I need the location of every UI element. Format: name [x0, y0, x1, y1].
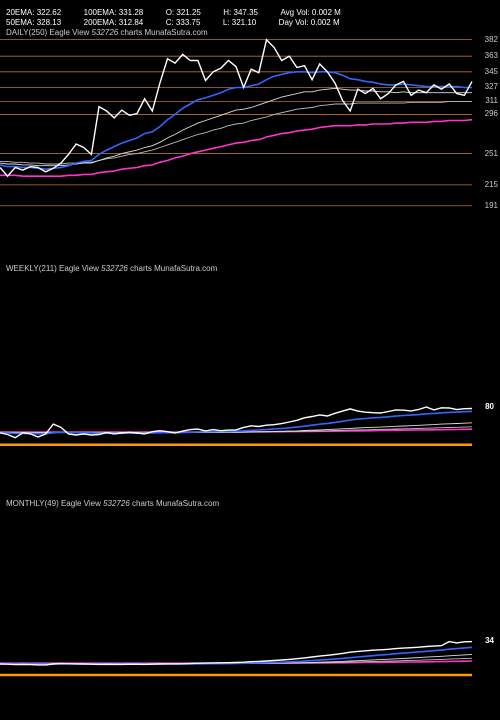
price-level-label: 191	[485, 201, 498, 210]
weekly-marker: 80	[485, 402, 494, 411]
daily-title: DAILY(250) Eagle View 532726 charts Muna…	[6, 28, 208, 37]
price-level-label: 296	[485, 109, 498, 118]
price-level-label: 382	[485, 35, 498, 44]
price-level-label: 345	[485, 67, 498, 76]
monthly-chart	[0, 495, 500, 695]
weekly-chart	[0, 260, 500, 460]
monthly-marker: 34	[485, 636, 494, 645]
price-level-label: 327	[485, 82, 498, 91]
weekly-title: WEEKLY(211) Eagle View 532726 charts Mun…	[6, 264, 217, 273]
price-level-label: 311	[485, 96, 498, 105]
price-level-label: 363	[485, 51, 498, 60]
monthly-title: MONTHLY(49) Eagle View 532726 charts Mun…	[6, 499, 219, 508]
price-level-label: 215	[485, 180, 498, 189]
daily-chart	[0, 24, 500, 224]
price-level-label: 251	[485, 149, 498, 158]
